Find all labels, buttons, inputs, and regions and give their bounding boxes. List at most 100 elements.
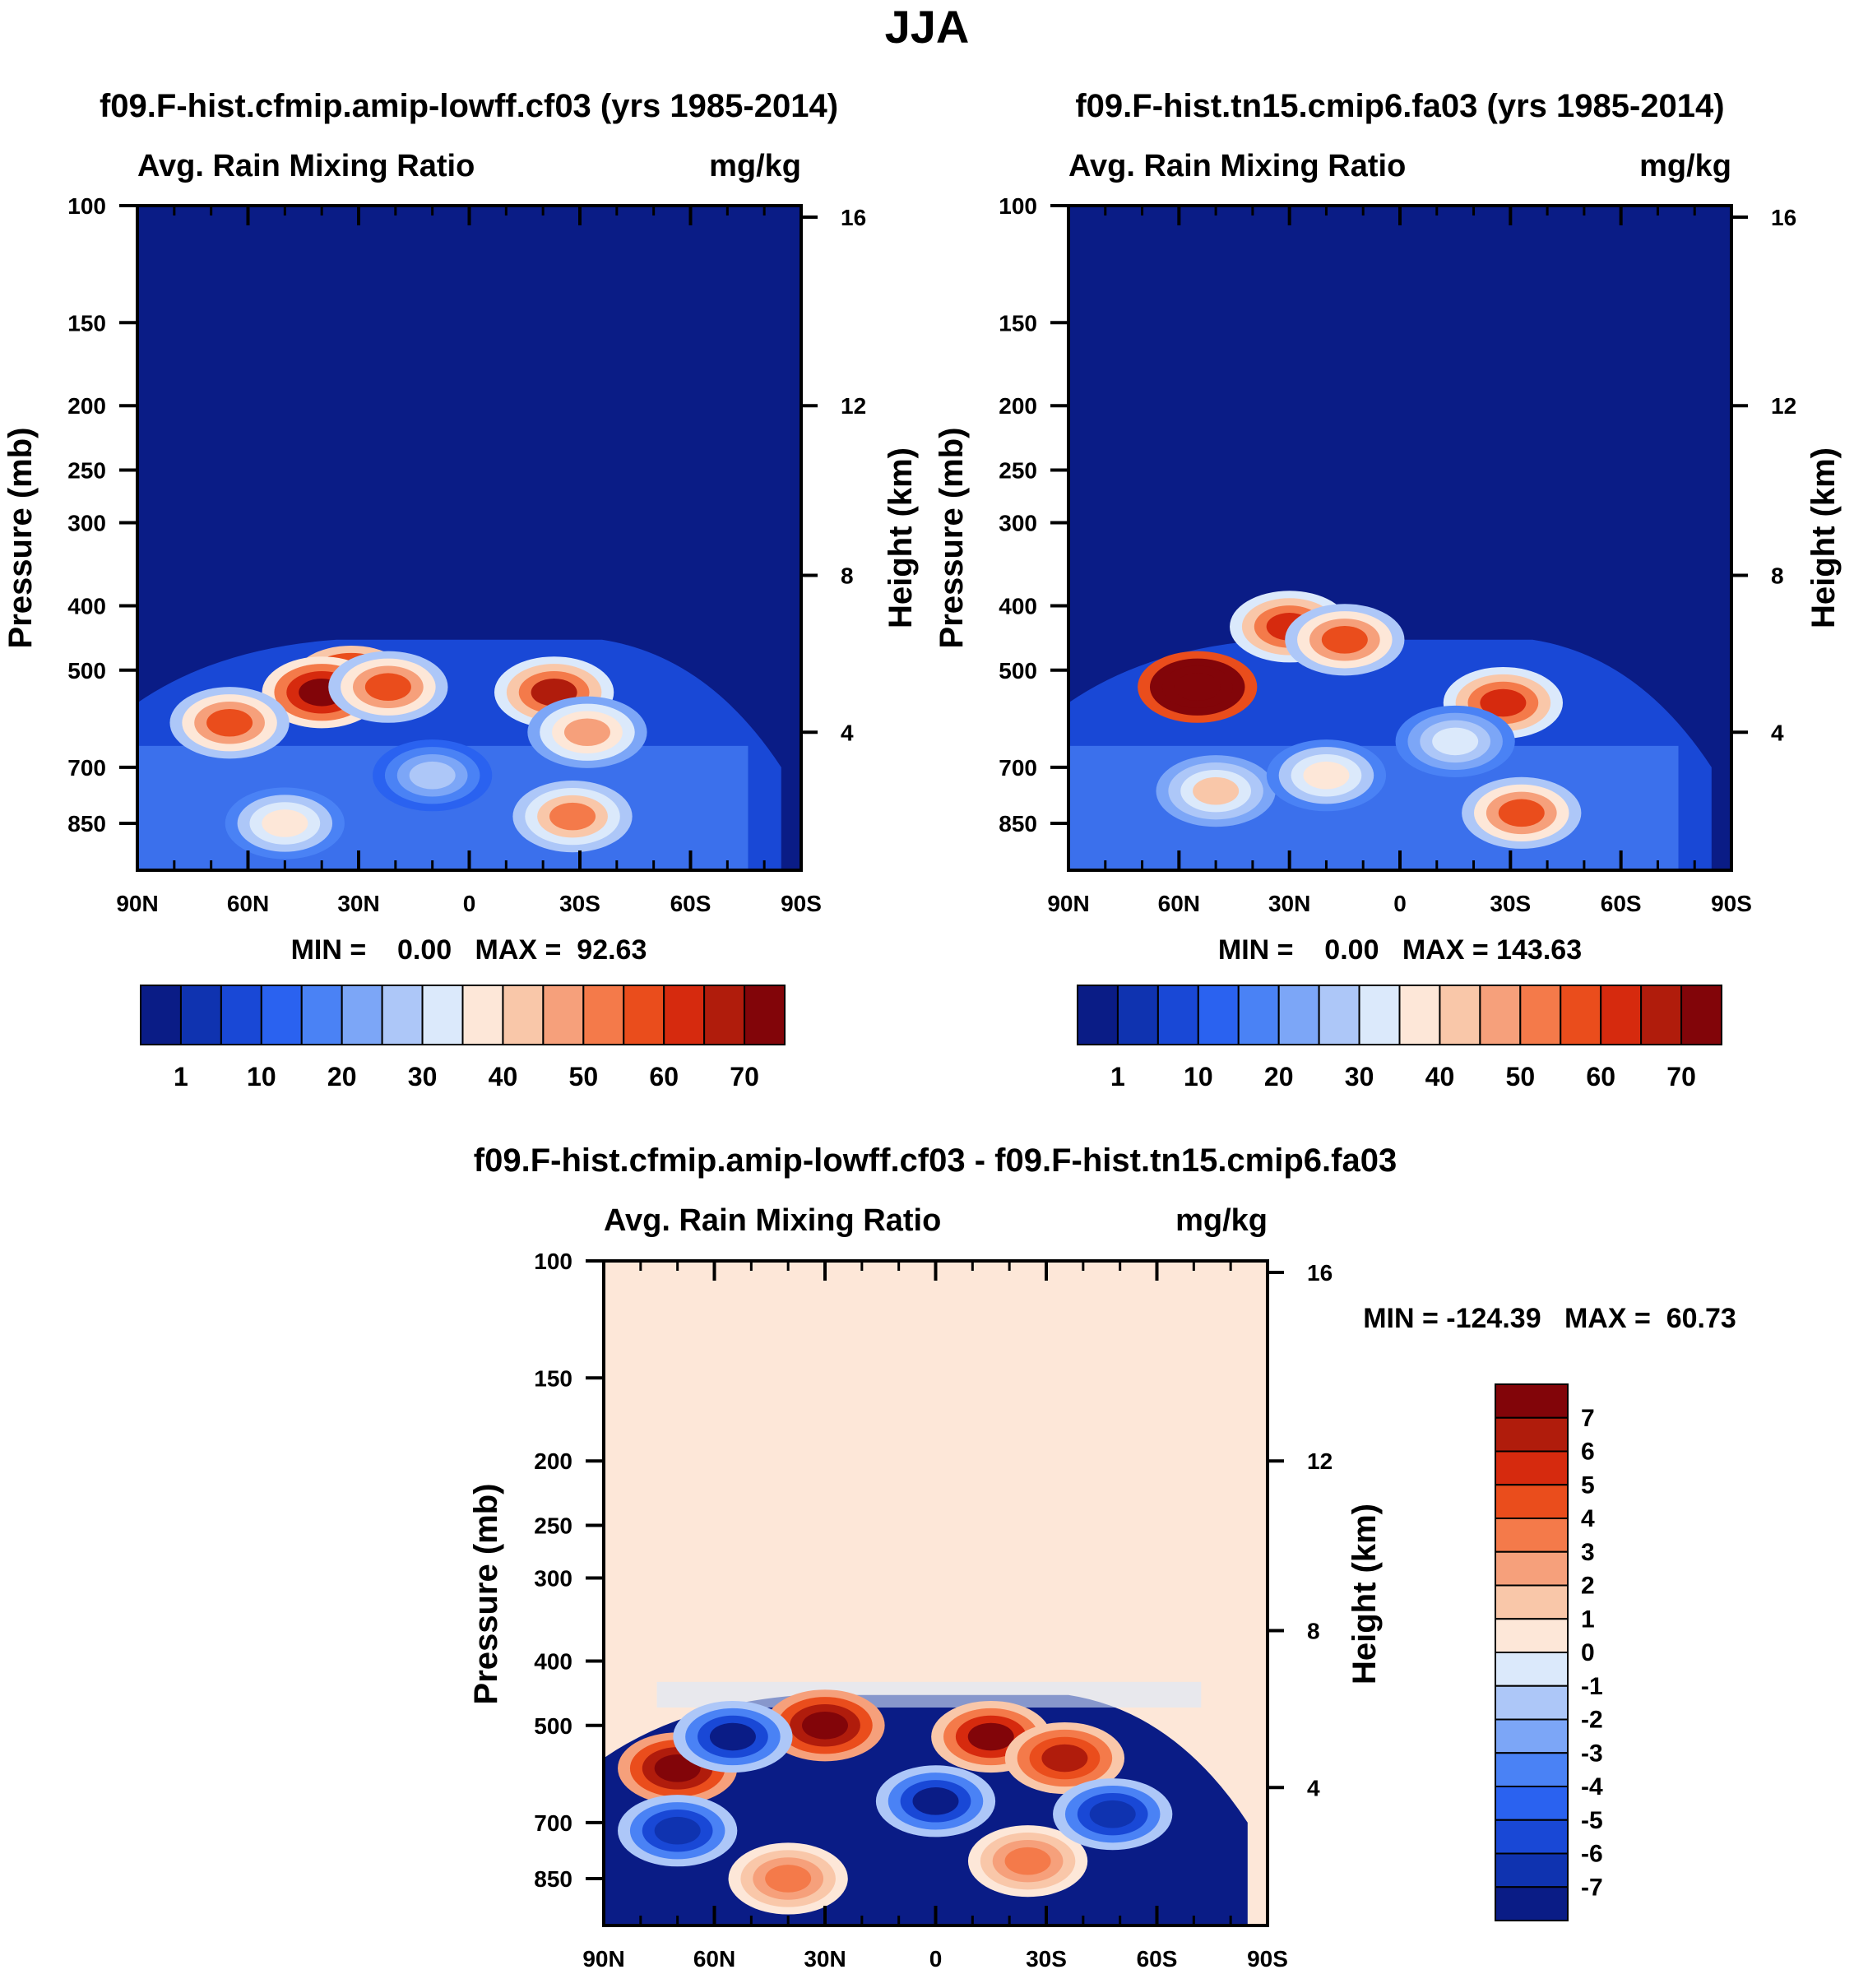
pressure-tick-label: 400 — [999, 593, 1037, 619]
colorbar-label: -4 — [1581, 1773, 1603, 1800]
pressure-tick-label: 700 — [534, 1810, 572, 1836]
height-tick-label: 16 — [841, 205, 866, 230]
colorbar-label: 50 — [569, 1062, 599, 1091]
colorbar-swatch — [1277, 985, 1320, 1045]
pressure-tick-label: 500 — [534, 1713, 572, 1739]
height-tick-label: 12 — [1307, 1448, 1333, 1474]
height-tick-label: 16 — [1307, 1260, 1333, 1286]
contour-blob — [1432, 727, 1479, 756]
contour-blob — [1193, 776, 1240, 805]
contour-blob — [409, 761, 456, 790]
colorbar-label: 30 — [1345, 1062, 1374, 1091]
colorbar-swatch — [1116, 985, 1159, 1045]
lat-tick-label: 30N — [804, 1946, 846, 1972]
diff-min-max: MIN = -124.39 MAX = 60.73 — [1363, 1303, 1736, 1334]
colorbar-swatch — [1495, 1852, 1569, 1888]
diff-contour-field — [604, 1261, 1268, 1925]
colorbar-label: -3 — [1581, 1740, 1603, 1767]
lat-tick-label: 30S — [1026, 1946, 1067, 1972]
colorbar-swatch — [744, 985, 786, 1045]
pressure-tick-label: 300 — [999, 511, 1037, 536]
lat-tick-label: 30S — [1490, 891, 1531, 916]
right-contour-field — [1068, 206, 1731, 870]
pressure-tick-label: 850 — [67, 811, 106, 836]
colorbar-swatch — [1358, 985, 1401, 1045]
colorbar-swatch — [381, 985, 424, 1045]
colorbar-label: 20 — [1264, 1062, 1294, 1091]
colorbar-label: 1 — [1581, 1606, 1595, 1633]
colorbar-swatch — [1600, 985, 1643, 1045]
colorbar-swatch — [1495, 1652, 1569, 1687]
contour-blob — [1174, 673, 1221, 702]
contour-blob — [1303, 761, 1350, 790]
right-units: mg/kg — [1639, 149, 1731, 183]
right-height-label: Height (km) — [1805, 447, 1842, 628]
panel-difference: f09.F-hist.cfmip.amip-lowff.cf03 - f09.F… — [468, 1142, 1736, 1972]
colorbar-label: -6 — [1581, 1841, 1603, 1868]
colorbar-swatch — [582, 985, 625, 1045]
colorbar-label: -2 — [1581, 1707, 1603, 1734]
left-colorbar: 1 10 20 30 40 50 60 70 — [140, 985, 786, 1091]
colorbar-label: 60 — [649, 1062, 679, 1091]
lat-tick-label: 90N — [1047, 891, 1089, 916]
colorbar-swatch — [623, 985, 665, 1045]
lat-tick-label: 60S — [1601, 891, 1642, 916]
colorbar-label: 40 — [489, 1062, 518, 1091]
colorbar-swatch — [1479, 985, 1522, 1045]
colorbar-swatch — [140, 985, 182, 1045]
pressure-tick-label: 300 — [534, 1566, 572, 1592]
contour-blob — [802, 1711, 848, 1740]
height-tick-label: 4 — [1307, 1775, 1320, 1800]
left-min-max: MIN = 0.00 MAX = 92.63 — [291, 934, 647, 966]
colorbar-label: 1 — [174, 1062, 188, 1091]
height-tick-label: 8 — [1771, 563, 1784, 588]
contour-blob — [1089, 1800, 1136, 1828]
contour-blob — [765, 1865, 812, 1893]
lat-tick-label: 0 — [463, 891, 476, 916]
pressure-tick-label: 150 — [534, 1365, 572, 1391]
contour-blob — [262, 809, 308, 837]
contour-blob — [709, 1722, 756, 1751]
height-tick-label: 8 — [1307, 1618, 1320, 1643]
right-min-max: MIN = 0.00 MAX = 143.63 — [1218, 934, 1582, 966]
contour-blob — [654, 1816, 701, 1845]
colorbar-label: -7 — [1581, 1874, 1603, 1901]
colorbar-label: 10 — [247, 1062, 276, 1091]
diff-y-axis-label: Pressure (mb) — [468, 1484, 504, 1705]
pressure-tick-label: 400 — [534, 1648, 572, 1674]
colorbar-swatch — [1156, 985, 1199, 1045]
pressure-tick-label: 250 — [534, 1513, 572, 1539]
contour-blob — [364, 673, 411, 702]
colorbar-swatch — [663, 985, 706, 1045]
diff-title: f09.F-hist.cfmip.amip-lowff.cf03 - f09.F… — [474, 1142, 1397, 1179]
pressure-tick-label: 850 — [534, 1866, 572, 1892]
pressure-tick-label: 500 — [999, 658, 1037, 684]
pressure-tick-label: 100 — [67, 193, 106, 219]
pressure-tick-label: 500 — [67, 658, 106, 684]
contour-blob — [912, 1787, 959, 1815]
pressure-tick-label: 200 — [999, 393, 1037, 419]
contour-blob — [549, 802, 596, 831]
pressure-tick-label: 100 — [999, 193, 1037, 219]
lat-tick-label: 60N — [1158, 891, 1200, 916]
colorbar-swatch — [502, 985, 545, 1045]
left-axis-ticks: 100 150 200 250 300 400 500 700 850 16 12 8 4 90N 60N 3… — [67, 193, 866, 916]
colorbar-label: 70 — [730, 1062, 759, 1091]
diff-colorbar: 7 6 5 4 3 2 1 0 -1 -2 -3 -4 -5 -6 -7 — [1495, 1383, 1603, 1921]
colorbar-swatch — [1077, 985, 1119, 1045]
right-title: f09.F-hist.tn15.cmip6.fa03 (yrs 1985-201… — [1075, 88, 1724, 124]
pressure-tick-label: 100 — [534, 1249, 572, 1274]
left-units: mg/kg — [709, 149, 801, 183]
colorbar-swatch — [1495, 1550, 1569, 1587]
colorbar-swatch — [179, 985, 222, 1045]
left-variable-label: Avg. Rain Mixing Ratio — [137, 149, 475, 183]
lat-tick-label: 60S — [670, 891, 711, 916]
colorbar-swatch — [1495, 1618, 1569, 1653]
colorbar-swatch — [1495, 1584, 1569, 1620]
contour-blob — [1004, 1847, 1051, 1875]
contour-blob — [1480, 688, 1527, 717]
colorbar-label: 3 — [1581, 1539, 1595, 1566]
panel-left: f09.F-hist.cfmip.amip-lowff.cf03 (yrs 19… — [2, 88, 919, 1091]
contour-blob — [1041, 1744, 1088, 1773]
colorbar-label: 40 — [1425, 1062, 1455, 1091]
